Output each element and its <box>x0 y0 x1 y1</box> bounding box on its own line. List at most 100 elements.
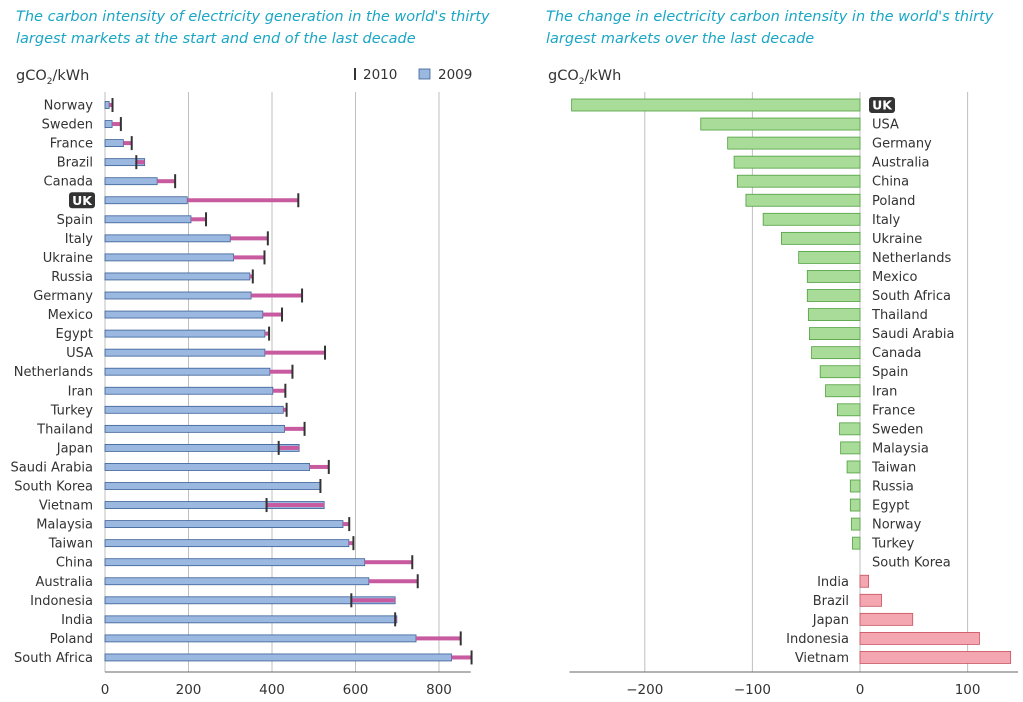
left-category-label: Germany <box>33 289 93 304</box>
change-bar <box>112 122 121 127</box>
right-category-label: UK <box>872 98 893 113</box>
bar-2009 <box>104 634 417 643</box>
decrease-bar <box>798 250 861 264</box>
bar-2009 <box>104 234 231 243</box>
bar-2009 <box>104 291 252 300</box>
increase-bar <box>859 632 980 645</box>
change-bar <box>451 655 472 660</box>
decrease-bar <box>811 346 861 360</box>
decrease-bar <box>762 212 861 226</box>
right-category-label: Netherlands <box>872 251 951 266</box>
decrease-bar <box>849 498 861 512</box>
right-category-label: Ukraine <box>872 232 922 247</box>
right-category-label: Indonesia <box>786 632 849 647</box>
change-bar <box>264 350 326 355</box>
bar-2009 <box>104 253 234 262</box>
left-category-label: Egypt <box>55 327 93 342</box>
right-category-label: Mexico <box>872 270 917 285</box>
marker-2010 <box>285 402 288 417</box>
marker-2010 <box>268 326 271 341</box>
right-category-label-badge <box>869 97 895 113</box>
change-bar <box>230 236 268 241</box>
decrease-bar <box>571 98 861 112</box>
change-bar <box>269 369 293 374</box>
marker-2010 <box>348 517 351 532</box>
marker-2010 <box>111 98 114 112</box>
marker-2010 <box>352 536 355 551</box>
right-category-label: Canada <box>872 346 921 361</box>
left-x-tick-label: 400 <box>259 682 285 698</box>
marker-2010 <box>297 193 300 208</box>
change-bar <box>264 331 270 336</box>
left-category-label: Turkey <box>50 403 94 418</box>
decrease-bar <box>839 422 861 436</box>
left-category-label: Poland <box>50 632 93 647</box>
left-y-unit-label: gCO2/kWh <box>16 68 89 87</box>
decrease-bar <box>736 174 861 188</box>
left-category-label: Spain <box>57 213 93 228</box>
right-category-label: Iran <box>872 384 897 399</box>
bar-2009 <box>104 101 110 109</box>
right-category-label: Vietnam <box>795 651 849 666</box>
right-category-label: Russia <box>872 480 914 495</box>
marker-2010 <box>411 555 414 570</box>
marker-2010 <box>301 288 304 303</box>
right-x-tick-label: 100 <box>955 682 981 698</box>
decrease-bar <box>852 536 861 550</box>
right-y-unit-label: gCO2/kWh <box>548 68 621 87</box>
right-category-label: Egypt <box>872 499 910 514</box>
left-category-label: France <box>50 137 93 152</box>
bar-2009 <box>104 653 452 662</box>
left-category-label-badge <box>69 192 95 209</box>
marker-2010 <box>303 421 306 436</box>
right-category-label: Australia <box>872 156 930 171</box>
marker-2010 <box>277 440 280 455</box>
right-category-label: South Africa <box>872 289 951 304</box>
legend-2009-marker <box>418 68 431 80</box>
left-category-label: Saudi Arabia <box>11 460 94 475</box>
right-category-label: Taiwan <box>871 460 916 475</box>
right-category-label: Thailand <box>871 308 928 323</box>
change-bar <box>187 198 299 203</box>
left-category-label: Malaysia <box>36 518 93 533</box>
decrease-bar <box>806 270 861 283</box>
left-category-label: USA <box>66 346 93 361</box>
decrease-bar <box>745 193 861 207</box>
marker-2010 <box>416 574 419 589</box>
left-category-label: Japan <box>56 441 93 456</box>
marker-2010 <box>205 212 208 227</box>
marker-2010 <box>265 498 268 513</box>
left-category-label: Australia <box>35 575 93 590</box>
bar-2009 <box>104 424 285 433</box>
right-category-label: Norway <box>872 518 922 533</box>
left-x-tick-label: 800 <box>426 682 452 698</box>
change-bar <box>309 464 329 469</box>
bar-2009 <box>104 463 310 471</box>
decrease-bar <box>819 365 861 379</box>
change-bar <box>136 160 145 165</box>
marker-2010 <box>319 479 322 493</box>
increase-bar <box>859 612 914 626</box>
increase-bar <box>859 574 870 588</box>
increase-bar <box>859 593 882 607</box>
bar-2009 <box>104 177 158 186</box>
bar-2009 <box>104 139 124 148</box>
marker-2010 <box>324 345 327 360</box>
bar-2009 <box>104 443 300 452</box>
left-category-label: UK <box>72 193 93 208</box>
left-category-label: Taiwan <box>48 537 93 552</box>
bar-2009 <box>104 482 321 490</box>
bar-2009 <box>104 539 350 548</box>
left-category-label: Italy <box>65 232 94 247</box>
bar-2009 <box>104 310 264 319</box>
change-bar <box>109 103 113 107</box>
change-bar <box>272 388 286 393</box>
decrease-bar <box>846 460 861 474</box>
bar-2009 <box>104 329 266 338</box>
decrease-bar <box>733 155 861 169</box>
right-x-tick-label: −100 <box>734 682 771 698</box>
legend-2010-label: 2010 <box>363 67 397 83</box>
change-bar <box>251 293 303 298</box>
change-bar <box>123 141 132 146</box>
right-category-label: Malaysia <box>872 441 929 456</box>
